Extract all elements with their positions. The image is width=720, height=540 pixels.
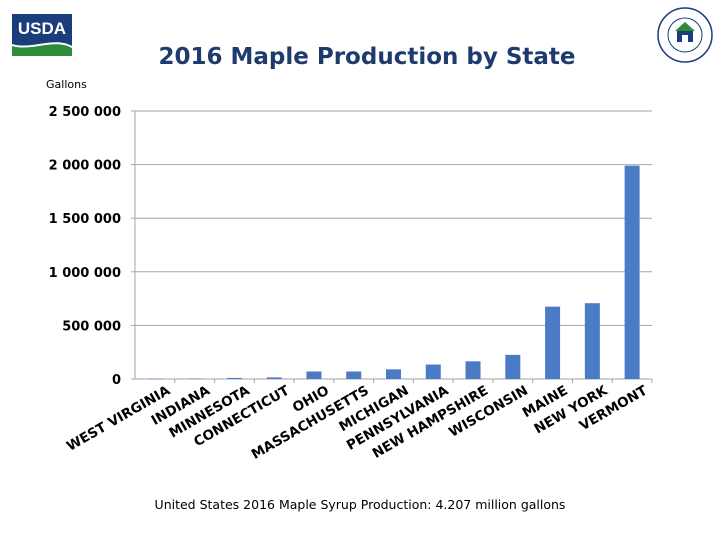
bar	[306, 371, 322, 379]
bar	[545, 306, 561, 379]
bar	[147, 378, 163, 380]
chart-title: 2016 Maple Production by State	[158, 44, 576, 70]
bar	[425, 364, 441, 379]
bar	[386, 369, 401, 379]
y-tick-label: 1 000 000	[49, 266, 121, 281]
bar	[187, 378, 203, 380]
bar	[624, 165, 640, 379]
bar	[266, 377, 282, 379]
y-tick-label: 1 500 000	[49, 212, 121, 227]
chart-footnote: United States 2016 Maple Syrup Productio…	[154, 497, 566, 512]
usda-logo-text: USDA	[18, 19, 66, 38]
bar	[465, 361, 481, 379]
usda-logo: USDA	[12, 14, 72, 56]
y-axis-unit-label: Gallons	[46, 78, 87, 91]
y-tick-label: 500 000	[62, 319, 121, 334]
bar	[505, 354, 521, 379]
agriculture-counts-seal	[657, 7, 713, 63]
bar	[226, 377, 242, 379]
bar	[584, 303, 600, 379]
y-tick-label: 0	[112, 373, 121, 388]
y-tick-label: 2 000 000	[49, 159, 121, 174]
y-tick-label: 2 500 000	[49, 105, 121, 120]
bar	[346, 371, 362, 379]
